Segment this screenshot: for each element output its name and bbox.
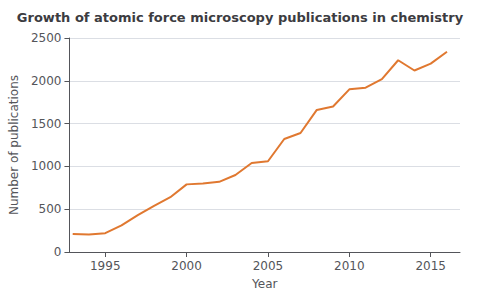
svg-text:Growth of atomic force microsc: Growth of atomic force microscopy public…	[17, 10, 464, 25]
svg-text:2500: 2500	[31, 31, 62, 45]
svg-text:500: 500	[39, 202, 62, 216]
svg-text:1995: 1995	[90, 259, 121, 273]
svg-text:2000: 2000	[31, 74, 62, 88]
svg-text:2000: 2000	[171, 259, 202, 273]
svg-text:2010: 2010	[334, 259, 365, 273]
svg-text:1500: 1500	[31, 117, 62, 131]
svg-text:2005: 2005	[253, 259, 284, 273]
svg-text:Year: Year	[251, 277, 277, 291]
svg-text:1000: 1000	[31, 159, 62, 173]
svg-text:2015: 2015	[415, 259, 446, 273]
svg-text:Number of publications: Number of publications	[7, 75, 21, 215]
svg-text:0: 0	[54, 245, 62, 259]
